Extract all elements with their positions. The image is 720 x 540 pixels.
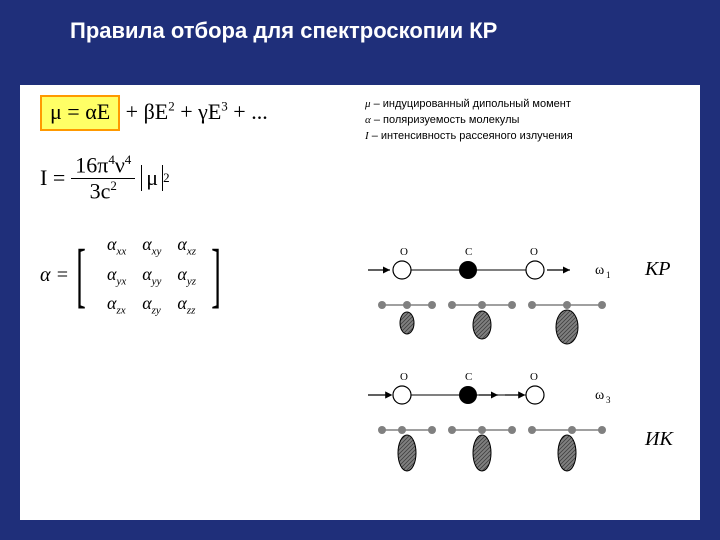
svg-text:1: 1 — [606, 270, 611, 280]
I-abs-sup: 2 — [163, 170, 170, 186]
mu-plus-beta: + βE — [120, 99, 168, 124]
bracket-right: ] — [211, 239, 221, 311]
equation-alpha-tensor: α = [ αxx αxy αxz αyx αyy αyz — [40, 231, 340, 320]
legend-alpha: α – поляризуемость молекулы — [365, 113, 685, 129]
matrix-row-2: αyx αyy αyz — [99, 261, 204, 291]
slide-root: Правила отбора для спектроскопии КР μ = … — [0, 0, 720, 540]
mu-tail: + ... — [228, 99, 268, 124]
svg-text:O: O — [530, 371, 538, 383]
matrix-row-3: αzx αzy αzz — [99, 290, 204, 320]
omega3-label: ω 3 — [595, 388, 611, 405]
equation-intensity: I = 16π4ν4 3c2 μ2 — [40, 153, 340, 203]
svg-text:ω: ω — [595, 263, 604, 278]
I-denominator: 3c2 — [71, 179, 135, 204]
I-lhs: I = — [40, 165, 65, 191]
ellipsoid-row-1 — [378, 301, 606, 344]
atom-label-O: O — [400, 246, 408, 258]
legend-intensity: I – интенсивность рассеяного излучения — [365, 129, 685, 145]
legend-mu: μ – индуцированный дипольный момент — [365, 97, 685, 113]
content-panel: μ = αE + βE2 + γE3 + ... I = 16π4ν4 3c2 … — [20, 85, 700, 520]
ellipsoid-row-2 — [378, 426, 606, 471]
equations-column: μ = αE + βE2 + γE3 + ... I = 16π4ν4 3c2 … — [40, 95, 340, 320]
legend: μ – индуцированный дипольный момент α – … — [365, 97, 685, 145]
I-abs: μ — [141, 165, 163, 191]
I-numerator: 16π4ν4 — [71, 153, 135, 179]
I-fraction: 16π4ν4 3c2 — [71, 153, 135, 203]
label-raman: КР — [644, 258, 671, 280]
equation-mu: μ = αE + βE2 + γE3 + ... — [40, 95, 340, 131]
svg-text:ω: ω — [595, 388, 604, 403]
svg-text:O: O — [400, 371, 408, 383]
omega1-label: ω 1 — [595, 263, 611, 280]
matrix-row-1: αxx αxy αxz — [99, 231, 204, 261]
diagram-svg: O C O ω 1 КР — [360, 245, 690, 505]
slide-title: Правила отбора для спектроскопии КР — [70, 18, 497, 44]
svg-text:3: 3 — [606, 395, 611, 405]
label-ir: ИК — [644, 428, 674, 450]
mu-plus-gamma: + γE — [175, 99, 222, 124]
bracket-left: [ — [76, 239, 86, 311]
atom-label-C: C — [465, 246, 472, 258]
alpha-matrix: αxx αxy αxz αyx αyy αyz αzx αzy αzz — [99, 231, 204, 320]
atom-label-O: O — [530, 246, 538, 258]
highlight-box: μ = αE — [40, 95, 120, 131]
mu-alphaE: μ = αE — [50, 99, 110, 124]
vibration-diagram: O C O ω 1 КР — [360, 245, 690, 505]
svg-text:C: C — [465, 371, 472, 383]
alpha-lhs: α = — [40, 264, 69, 287]
